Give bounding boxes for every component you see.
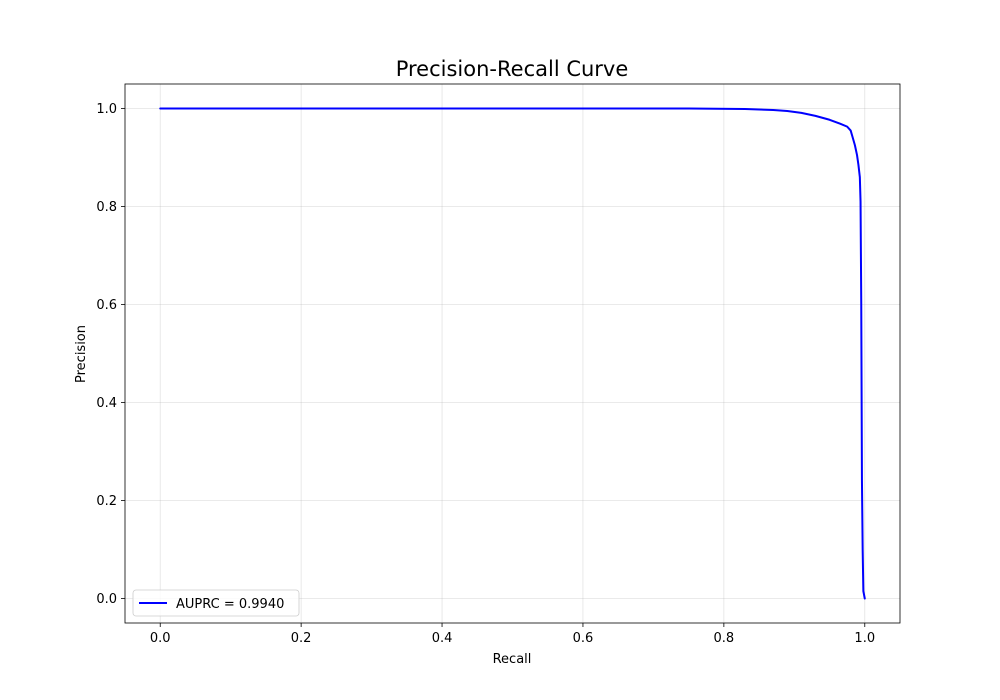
y-tick-label: 0.8 (96, 200, 117, 215)
y-axis-ticks: 0.0 0.2 0.4 0.6 0.8 1.0 (96, 102, 125, 607)
x-axis-label: Recall (493, 652, 532, 667)
y-axis-label: Precision (74, 325, 89, 383)
axes-frame (124, 83, 901, 624)
series-line-0 (159, 107, 866, 600)
x-tick-label: 0.6 (573, 631, 594, 646)
x-axis-ticks: 0.0 0.2 0.4 0.6 0.8 1.0 (150, 623, 875, 646)
x-tick-label: 0.8 (714, 631, 735, 646)
x-tick-label: 0.0 (150, 631, 171, 646)
legend: AUPRC = 0.9940 (132, 589, 300, 617)
plot-area: 0.0 0.2 0.4 0.6 0.8 1.0 0.0 0.2 0.4 0.6 0.8 1.0 (96, 83, 901, 646)
plot-background (125, 84, 900, 623)
y-tick-label: 0.4 (96, 396, 117, 411)
chart-title: Precision-Recall Curve (396, 57, 629, 81)
x-tick-label: 1.0 (854, 631, 875, 646)
y-tick-label: 0.2 (96, 494, 117, 509)
x-tick-label: 0.4 (432, 631, 453, 646)
x-tick-label: 0.2 (291, 631, 312, 646)
series-layer (159, 107, 866, 600)
grid-lines (125, 84, 900, 623)
y-tick-label: 0.6 (96, 298, 117, 313)
legend-frame (132, 589, 300, 617)
y-tick-label: 1.0 (96, 102, 117, 117)
legend-entry-label: AUPRC = 0.9940 (176, 597, 284, 612)
y-tick-label: 0.0 (96, 592, 117, 607)
